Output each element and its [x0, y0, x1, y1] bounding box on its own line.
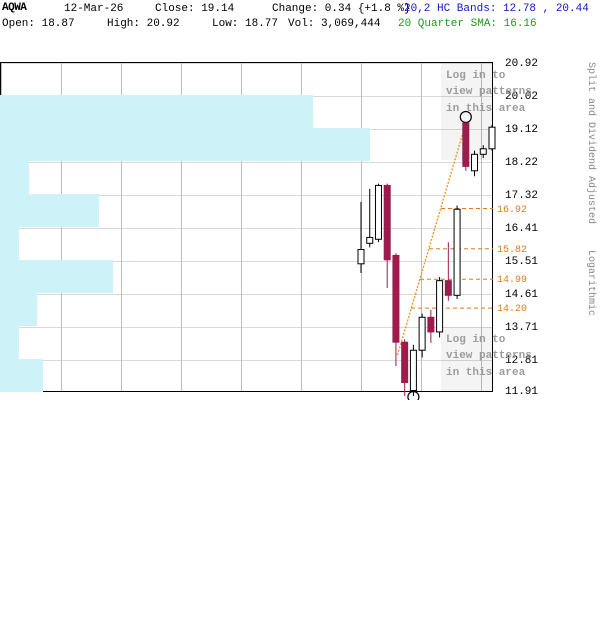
svg-text:14.99: 14.99	[497, 275, 527, 286]
svg-text:14.20: 14.20	[497, 304, 527, 315]
svg-text:15.82: 15.82	[497, 245, 527, 256]
svg-text:16.92: 16.92	[497, 205, 527, 216]
